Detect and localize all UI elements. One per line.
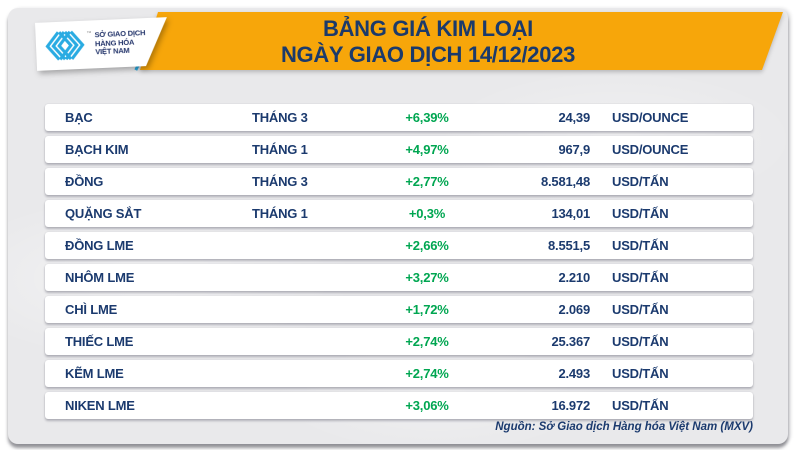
table-row: THIẾC LME +2,74% 25.367 USD/TẤN [45, 328, 753, 355]
table-row: BẠC THÁNG 3 +6,39% 24,39 USD/OUNCE [45, 104, 753, 131]
price-unit: USD/OUNCE [612, 142, 689, 157]
price-value: 967,9 [558, 142, 590, 157]
price-value: 8.551,5 [548, 238, 590, 253]
mxv-chevrons-logo-icon [42, 28, 87, 64]
price-unit: USD/TẤN [612, 366, 669, 381]
change-percent: +0,3% [408, 206, 446, 221]
commodity-name: THIẾC LME [65, 334, 134, 349]
table-row: NIKEN LME +3,06% 16.972 USD/TẤN [45, 392, 753, 419]
commodity-name: NIKEN LME [65, 398, 135, 413]
price-unit: USD/TẤN [612, 270, 669, 285]
price-value: 16.972 [551, 398, 590, 413]
title-banner [140, 12, 783, 70]
change-percent: +2,66% [405, 238, 449, 253]
price-unit: USD/TẤN [612, 174, 669, 189]
change-percent: +3,27% [405, 270, 449, 285]
price-unit: USD/TẤN [612, 238, 669, 253]
price-value: 134,01 [551, 206, 590, 221]
table-row: CHÌ LME +1,72% 2.069 USD/TẤN [45, 296, 753, 323]
price-value: 2.210 [558, 270, 590, 285]
mxv-logo-text: SỞ GIAO DỊCH HÀNG HÓA VIỆT NAM [94, 29, 146, 57]
price-unit: USD/TẤN [612, 398, 669, 413]
price-value: 8.581,48 [540, 174, 590, 189]
table-row: ĐỒNG LME +2,66% 8.551,5 USD/TẤN [45, 232, 753, 259]
commodity-name: QUẶNG SẮT [65, 206, 142, 221]
price-value: 2.069 [558, 302, 590, 317]
commodity-name: CHÌ LME [65, 302, 118, 317]
table-row: QUẶNG SẮT THÁNG 1 +0,3% 134,01 USD/TẤN [45, 200, 753, 227]
mxv-logo-card: ™ SỞ GIAO DỊCH HÀNG HÓA VIỆT NAM [35, 17, 169, 71]
contract-month: THÁNG 3 [252, 110, 308, 125]
commodity-name: KẼM LME [65, 366, 124, 381]
table-row: BẠCH KIM THÁNG 1 +4,97% 967,9 USD/OUNCE [45, 136, 753, 163]
price-value: 24,39 [558, 110, 590, 125]
change-percent: +2,74% [405, 334, 449, 349]
change-percent: +3,06% [405, 398, 449, 413]
commodity-name: ĐỒNG LME [65, 238, 134, 253]
commodity-name: BẠC [65, 110, 93, 125]
price-unit: USD/TẤN [612, 302, 669, 317]
price-unit: USD/OUNCE [612, 110, 689, 125]
price-value: 2.493 [558, 366, 590, 381]
price-unit: USD/TẤN [612, 334, 669, 349]
change-percent: +2,77% [405, 174, 449, 189]
change-percent: +6,39% [405, 110, 449, 125]
table-row: NHÔM LME +3,27% 2.210 USD/TẤN [45, 264, 753, 291]
page-title-line1: BẢNG GIÁ KIM LOẠI [322, 16, 533, 41]
price-value: 25.367 [551, 334, 590, 349]
page-title-line2: NGÀY GIAO DỊCH 14/12/2023 [280, 42, 576, 67]
metal-price-table: BẠC THÁNG 3 +6,39% 24,39 USD/OUNCE BẠCH … [45, 104, 753, 424]
change-percent: +2,74% [405, 366, 449, 381]
commodity-name: NHÔM LME [65, 270, 135, 285]
mxv-logo-card-shape: ™ SỞ GIAO DỊCH HÀNG HÓA VIỆT NAM [35, 17, 169, 71]
change-percent: +1,72% [405, 302, 449, 317]
table-row: ĐỒNG THÁNG 3 +2,77% 8.581,48 USD/TẤN [45, 168, 753, 195]
contract-month: THÁNG 1 [252, 142, 308, 157]
table-row: KẼM LME +2,74% 2.493 USD/TẤN [45, 360, 753, 387]
contract-month: THÁNG 1 [252, 206, 308, 221]
change-percent: +4,97% [405, 142, 449, 157]
price-unit: USD/TẤN [612, 206, 669, 221]
page-background: BẢNG GIÁ KIM LOẠI NGÀY GIAO DỊCH 14/12/2… [8, 8, 788, 444]
commodity-name: ĐỒNG [65, 174, 104, 189]
logo-text-line3: VIỆT NAM [95, 46, 130, 57]
source-attribution: Nguồn: Sở Giao dịch Hàng hóa Việt Nam (M… [495, 421, 753, 433]
contract-month: THÁNG 3 [252, 174, 308, 189]
commodity-name: BẠCH KIM [65, 142, 129, 157]
title-banner-shape [140, 12, 783, 70]
page-title: BẢNG GIÁ KIM LOẠI NGÀY GIAO DỊCH 14/12/2… [148, 16, 708, 68]
trademark-symbol: ™ [86, 30, 92, 37]
